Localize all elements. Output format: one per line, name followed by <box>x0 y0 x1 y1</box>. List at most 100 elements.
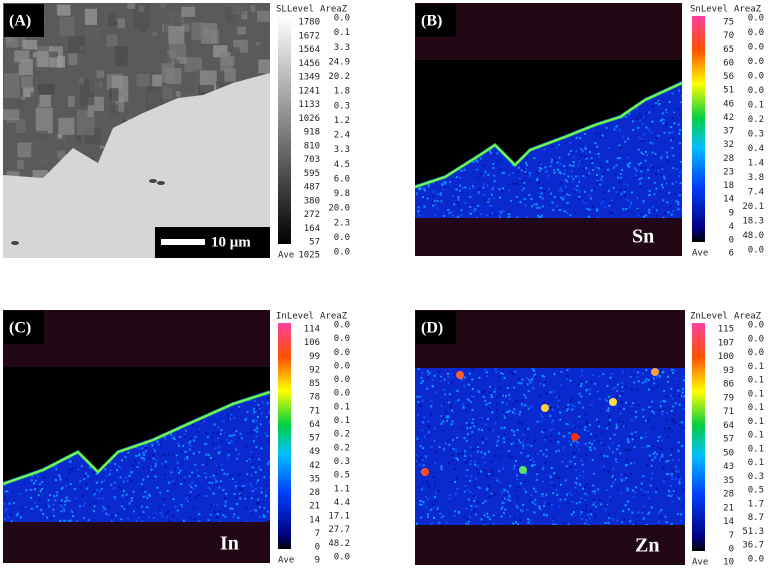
pixel <box>671 478 674 481</box>
pixel <box>513 386 516 389</box>
pixel <box>558 432 561 435</box>
pixel <box>588 208 591 211</box>
pixel <box>498 213 501 216</box>
pixel <box>470 400 473 403</box>
pixel <box>633 446 636 449</box>
pixel <box>582 470 585 473</box>
level-value: 37 <box>723 127 734 137</box>
legend-header: SLLevel <box>276 5 314 15</box>
grain <box>5 53 21 64</box>
pixel <box>551 201 554 204</box>
pixel <box>484 454 487 457</box>
pixel <box>597 420 600 423</box>
pixel <box>578 401 581 404</box>
pixel <box>580 511 583 514</box>
pixel <box>434 462 437 465</box>
pixel <box>164 438 167 441</box>
pixel <box>105 475 108 478</box>
pixel <box>533 157 536 160</box>
pixel <box>47 503 50 506</box>
pixel <box>427 420 430 423</box>
pixel <box>419 445 422 448</box>
pixel <box>642 415 645 418</box>
pixel <box>95 481 98 484</box>
pixel <box>34 501 37 504</box>
pixel <box>635 410 638 413</box>
pixel <box>135 463 138 466</box>
pixel <box>36 494 39 497</box>
pixel <box>587 215 590 218</box>
pixel <box>667 211 670 214</box>
pixel <box>25 489 28 492</box>
pixel <box>416 395 419 398</box>
pixel <box>584 498 587 501</box>
pixel <box>499 394 502 397</box>
pixel <box>673 381 676 384</box>
pixel <box>587 429 590 432</box>
pixel <box>590 159 593 162</box>
area-value: 1.1 <box>334 484 350 494</box>
pixel <box>482 193 485 196</box>
pixel <box>455 400 458 403</box>
pixel <box>502 187 505 190</box>
pixel <box>101 489 104 492</box>
pixel <box>594 435 597 438</box>
pixel <box>524 396 527 399</box>
pixel <box>454 418 457 421</box>
pixel <box>656 385 659 388</box>
pixel <box>443 507 446 510</box>
pixel <box>566 502 569 505</box>
pixel <box>678 194 681 197</box>
pixel <box>245 506 248 509</box>
pixel <box>581 200 584 203</box>
pixel <box>219 520 222 522</box>
pixel <box>555 450 558 453</box>
pixel <box>442 515 445 518</box>
pixel <box>179 469 182 472</box>
pixel <box>579 385 582 388</box>
grain <box>175 90 181 97</box>
pixel <box>66 519 69 522</box>
pixel <box>522 510 525 513</box>
pixel <box>119 476 122 479</box>
pixel <box>120 487 123 490</box>
pixel <box>642 372 645 375</box>
pixel <box>441 416 444 419</box>
pixel <box>223 488 226 491</box>
pixel <box>258 506 261 509</box>
pixel <box>498 210 501 213</box>
pixel <box>512 467 515 470</box>
pixel <box>483 174 486 177</box>
pixel <box>86 487 89 490</box>
pixel <box>635 116 638 119</box>
pixel <box>23 520 26 522</box>
grain <box>99 145 105 149</box>
pixel <box>83 478 86 481</box>
pixel <box>180 519 183 522</box>
pixel <box>512 516 515 519</box>
pixel <box>569 142 572 145</box>
pixel <box>509 515 512 518</box>
pixel <box>645 476 648 479</box>
pixel <box>646 491 649 494</box>
pixel <box>238 487 241 490</box>
pixel <box>496 189 499 192</box>
area-value: 0.1 <box>748 417 764 427</box>
pixel <box>476 164 479 167</box>
pixel <box>182 519 185 522</box>
pixel <box>40 508 43 511</box>
pixel <box>228 434 231 437</box>
pixel <box>156 486 159 489</box>
pixel <box>602 192 605 195</box>
pixel <box>672 372 675 375</box>
pixel <box>34 479 37 482</box>
pixel <box>193 474 196 477</box>
pixel <box>436 453 439 456</box>
pixel <box>549 414 552 417</box>
pixel <box>441 182 444 185</box>
pixel <box>516 477 519 480</box>
pixel <box>142 459 145 462</box>
pixel <box>648 467 651 470</box>
pixel <box>625 463 628 466</box>
pixel <box>257 479 260 482</box>
